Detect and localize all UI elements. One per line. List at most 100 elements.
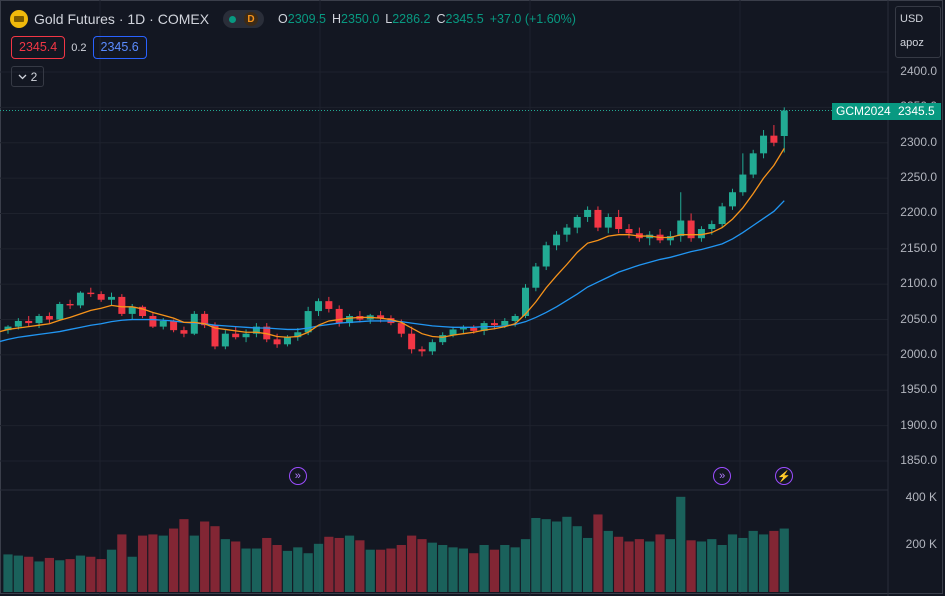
dividend-split-icon[interactable]: » — [713, 467, 732, 485]
candle-body — [97, 294, 105, 300]
candle-body — [501, 320, 509, 326]
price-tick-label: 1900.0 — [900, 417, 937, 432]
candle-body — [666, 236, 674, 241]
volume-bar — [614, 536, 624, 592]
volume-bar — [603, 530, 613, 592]
symbol-price-tag: GCM2024 — [832, 103, 895, 120]
candles — [4, 107, 788, 357]
volume-bar — [634, 539, 644, 592]
price-tick-label: 1850.0 — [900, 453, 937, 467]
volume-bar — [313, 543, 324, 592]
chevron-down-icon — [18, 74, 27, 79]
indicators-count: 2 — [30, 69, 38, 84]
ohlc-open: O2309.5 — [278, 12, 327, 26]
volume-bar — [665, 539, 675, 592]
volume-bar — [510, 547, 520, 592]
bid-button[interactable]: 2345.4 — [11, 36, 66, 59]
candle-body — [697, 229, 705, 239]
volume-bar — [220, 539, 230, 592]
volume-bar — [438, 545, 448, 592]
candle-body — [749, 153, 757, 175]
volume-bar — [65, 559, 75, 592]
volume-tick-label: 200 K — [905, 537, 937, 551]
candle-body — [294, 332, 302, 338]
candle-body — [190, 313, 198, 334]
currency-selector[interactable]: USD — [900, 13, 924, 25]
volume-bar — [262, 537, 272, 592]
ohlc-low: L2286.2 — [385, 12, 431, 26]
volume-bar — [769, 530, 779, 592]
candle-body — [594, 209, 602, 228]
candle-body — [232, 333, 240, 338]
indicators-toggle-button[interactable]: 2 — [11, 66, 44, 87]
candle-body — [346, 316, 354, 324]
candle-body — [418, 349, 426, 352]
ohlc-change: +37.0 (+1.60%) — [489, 12, 576, 26]
candle-body — [760, 135, 768, 154]
candle-body — [687, 220, 695, 239]
volume-bar — [779, 528, 789, 592]
volume-bar — [106, 549, 117, 592]
volume-bar — [551, 521, 562, 592]
symbol-title[interactable]: Gold Futures · 1D · COMEX — [34, 11, 210, 27]
candle-body — [677, 220, 685, 237]
candle-body — [242, 333, 250, 338]
volume-bar — [179, 519, 189, 592]
price-tick-label: 2000.0 — [900, 346, 937, 361]
market-status-pill[interactable]: D — [223, 10, 265, 28]
candle-body — [532, 266, 540, 288]
volume-bar — [738, 537, 748, 592]
candle-body — [25, 320, 33, 324]
volume-bar — [344, 535, 355, 592]
volume-bar — [696, 541, 707, 592]
ask-button[interactable]: 2345.6 — [92, 36, 147, 59]
currency-unit-menu[interactable]: USD apoz — [895, 6, 941, 58]
volume-bar — [96, 559, 106, 592]
price-tick-label: 2250.0 — [900, 170, 937, 185]
candle-body — [625, 229, 633, 234]
candle-body — [573, 216, 581, 228]
price-tick-label: 1950.0 — [900, 382, 937, 397]
volume-bar — [282, 550, 293, 592]
volume-bar — [293, 547, 303, 592]
volume-bar — [386, 548, 396, 592]
candle-body — [304, 311, 312, 333]
candle-body — [780, 110, 788, 137]
volume-bar — [624, 541, 634, 592]
ohlc-readout: O2309.5 H2350.0 L2286.2 C2345.5 +37.0 (+… — [278, 12, 576, 26]
volume-bar — [3, 554, 13, 592]
candle-body — [335, 308, 343, 324]
dividend-split-icon[interactable]: » — [288, 467, 307, 485]
volume-bar — [365, 549, 375, 592]
candle-body — [584, 209, 592, 217]
lightning-icon[interactable]: ⚡ — [775, 467, 794, 485]
candle-body — [522, 287, 529, 317]
volume-bar — [531, 517, 541, 592]
bid-ask-panel: 2345.4 0.2 2345.6 — [11, 36, 147, 59]
volume-bar — [427, 542, 437, 592]
volume-bar — [324, 536, 334, 592]
volume-bar — [241, 548, 251, 592]
volume-bar — [189, 535, 199, 592]
unit-selector[interactable]: apoz — [900, 37, 924, 49]
volume-bar — [34, 561, 44, 592]
volume-bar — [572, 526, 582, 592]
price-tick-label: 2150.0 — [900, 240, 937, 255]
volume-bar — [458, 548, 468, 592]
candle-body — [66, 303, 74, 306]
ohlc-high: H2350.0 — [332, 12, 380, 26]
delayed-badge: D — [244, 12, 259, 26]
volume-bar — [75, 555, 86, 592]
volume-bar — [407, 535, 417, 592]
volume-bar — [169, 528, 179, 592]
candle-body — [439, 335, 447, 343]
price-tick-label: 2400.0 — [900, 64, 937, 78]
volume-bar — [334, 537, 344, 592]
candle-body — [170, 320, 178, 331]
grid — [0, 0, 889, 596]
candle-body — [615, 216, 623, 230]
candle-body — [377, 315, 385, 319]
candle-body — [283, 337, 291, 345]
